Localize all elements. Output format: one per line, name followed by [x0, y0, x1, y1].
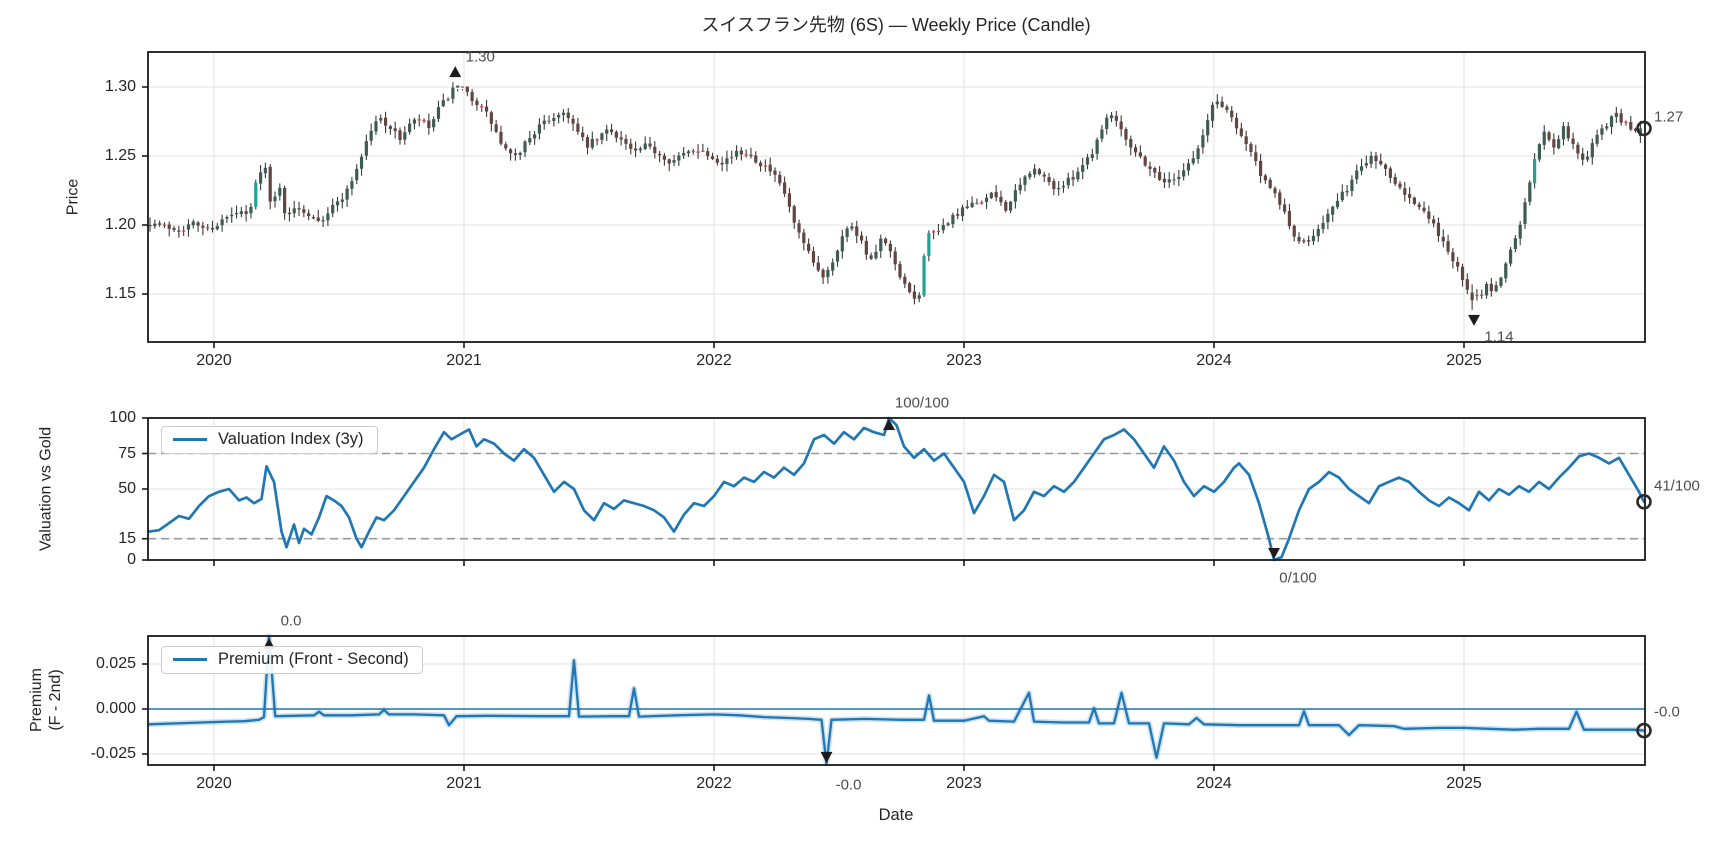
annotation-valuation-max: 100/100 — [894, 394, 950, 412]
x-tick-label: 2023 — [946, 352, 982, 369]
y-tick-label: 75 — [118, 444, 136, 462]
y-tick-label: 0.000 — [95, 700, 136, 717]
y-axis-label-price: Price — [64, 178, 82, 216]
legend-valuation-index: Valuation Index (3y) — [161, 426, 378, 454]
x-axis-label-date: Date — [878, 806, 914, 824]
annotation-valuation-min: 0/100 — [1279, 569, 1317, 587]
y-tick-label: 1.20 — [104, 216, 136, 233]
annotation-valuation-last: 41/100 — [1654, 477, 1700, 495]
y-tick-label: 1.25 — [104, 147, 136, 164]
y-tick-label: -0.025 — [90, 745, 136, 762]
y-axis-label-premium: Premium (F - 2nd) — [28, 667, 64, 733]
x-tick-label: 2021 — [446, 352, 482, 369]
x-tick-label: 2020 — [196, 352, 232, 369]
legend-valuation-label: Valuation Index (3y) — [218, 430, 364, 448]
y-tick-label: 1.30 — [104, 78, 136, 95]
annotation-price-last: 1.27 — [1654, 108, 1684, 126]
y-tick-label: 0 — [127, 551, 136, 568]
x-tick-label: 2021 — [446, 775, 482, 792]
annotation-price-max: 1.30 — [465, 48, 495, 66]
y-tick-label: 0.025 — [95, 655, 136, 672]
x-tick-label: 2025 — [1446, 352, 1482, 369]
x-tick-label: 2022 — [696, 775, 732, 792]
legend-premium: Premium (Front - Second) — [161, 646, 423, 674]
y-axis-label-valuation: Valuation vs Gold — [37, 426, 55, 552]
x-tick-label: 2024 — [1196, 352, 1232, 369]
annotation-price-min: 1.14 — [1484, 328, 1514, 346]
x-tick-label: 2025 — [1446, 775, 1482, 792]
legend-line-swatch — [173, 657, 207, 662]
annotation-premium-max: 0.0 — [280, 612, 302, 630]
x-tick-label: 2024 — [1196, 775, 1232, 792]
y-tick-label: 100 — [109, 409, 136, 426]
legend-premium-label: Premium (Front - Second) — [218, 650, 409, 668]
annotation-premium-min: -0.0 — [835, 776, 862, 794]
x-tick-label: 2020 — [196, 775, 232, 792]
y-tick-label: 15 — [118, 529, 136, 547]
chart-title: スイスフラン先物 (6S) — Weekly Price (Candle) — [701, 15, 1091, 35]
y-tick-label: 50 — [118, 480, 136, 497]
legend-line-swatch — [173, 437, 207, 442]
x-tick-label: 2023 — [946, 775, 982, 792]
x-tick-label: 2022 — [696, 352, 732, 369]
annotation-premium-last: -0.0 — [1654, 703, 1680, 721]
y-tick-label: 1.15 — [104, 285, 136, 302]
